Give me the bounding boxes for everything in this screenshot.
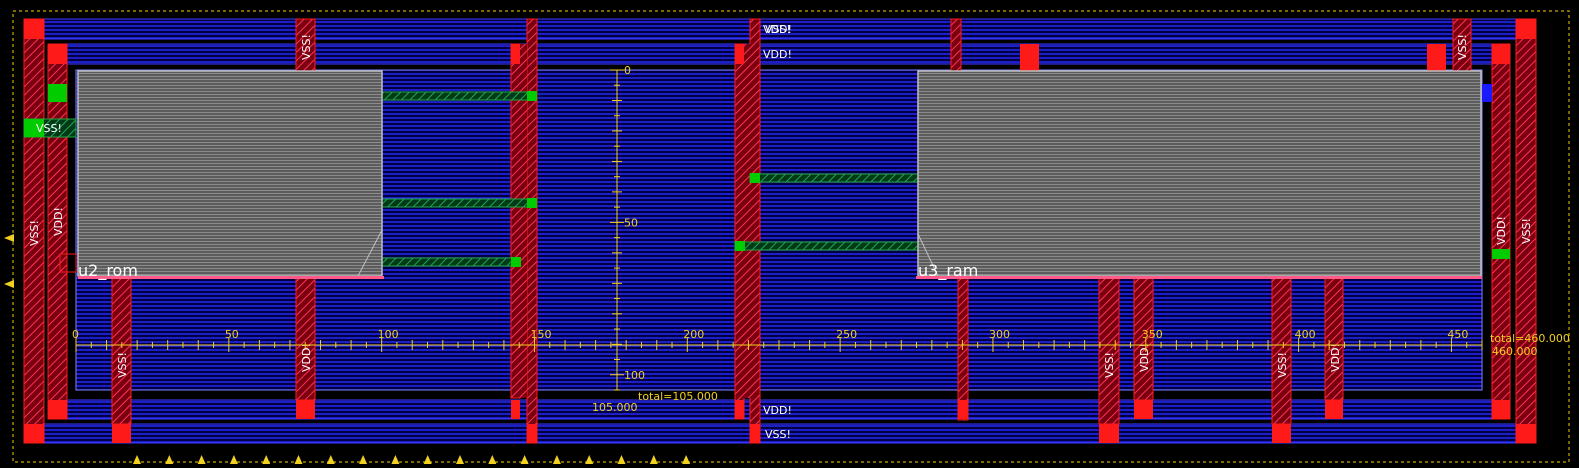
ruler-h-label: 150: [530, 328, 551, 341]
ruler-h-total: total=460.000: [1490, 332, 1570, 345]
bottom-marker: [391, 455, 400, 464]
rail-right-vss-label: VSS!: [1520, 218, 1533, 244]
left-small-box: [59, 253, 77, 273]
bottom-marker: [456, 455, 464, 464]
bottom-marker: [617, 455, 626, 464]
stripe-bottom-label-1: VSS!: [116, 352, 129, 378]
ruler-vertical: 0 50 100 total=105.000 105.000: [592, 64, 718, 414]
bottom-marker: [552, 455, 561, 464]
ruler-horizontal: 0 50 100 150 200 250 300 350 400 450 total=460.00…: [72, 328, 1570, 358]
bottom-marker: [520, 455, 529, 464]
rail-bottom-vdd-label: VDD!: [763, 404, 792, 417]
stripe-bottom-label-4: VDD!: [1138, 343, 1151, 372]
rail-top-vdd-label: VDD!: [763, 48, 792, 61]
left-stub-label: VSS!: [36, 122, 62, 135]
bottom-stripe-pads: [112, 400, 1343, 443]
bottom-marker: [133, 455, 141, 464]
cell-rom[interactable]: [77, 70, 384, 279]
cell-rom-label: u2_rom: [78, 261, 138, 281]
ruler-h-label: 0: [72, 328, 79, 341]
ruler-h-label: 100: [378, 328, 399, 341]
rail-bottom-vss-label: VSS!: [765, 428, 791, 441]
rail-top-vss-label: VSS!: [765, 23, 791, 36]
bottom-marker: [423, 455, 432, 464]
stripe-bottom-label-6: VDD!: [1329, 343, 1342, 372]
stripe-top-label-3: VSS!: [1456, 34, 1469, 60]
ruler-h-label: 300: [989, 328, 1010, 341]
stripe-pads: [511, 44, 760, 443]
corner-pads: [24, 19, 1536, 443]
stripes-full[interactable]: [510, 18, 761, 444]
right-small-box: [1482, 84, 1492, 102]
rail-left-vdd-label: VDD!: [52, 207, 65, 236]
ruler-h-label: 450: [1447, 328, 1468, 341]
cell-ram[interactable]: [916, 70, 1482, 279]
bottom-marker: [682, 455, 691, 464]
ruler-v-label: 100: [624, 369, 645, 382]
bottom-marker: [649, 455, 658, 464]
ruler-v-total: total=105.000: [638, 390, 718, 403]
bottom-marker: [294, 455, 303, 464]
left-via-2: [48, 84, 67, 102]
right-via: [1492, 249, 1510, 259]
ruler-h-end: 460.000: [1492, 345, 1538, 358]
connector-vias: [511, 91, 760, 267]
side-markers: [4, 234, 14, 288]
stripe-bottom-label-2: VDD!: [300, 343, 313, 372]
bottom-marker: [229, 455, 238, 464]
ruler-h-label: 400: [1295, 328, 1316, 341]
bottom-marker: [359, 455, 368, 464]
bottom-marker: [326, 455, 335, 464]
stripe-bottom-label-3: VSS!: [1103, 352, 1116, 378]
ruler-v-label: 50: [624, 216, 638, 229]
bottom-marker: [197, 455, 206, 464]
ruler-h-label: 250: [836, 328, 857, 341]
ruler-v-label: 0: [624, 64, 631, 77]
ruler-h-label: 200: [683, 328, 704, 341]
stripe-top-label-1: VSS!: [300, 34, 313, 60]
ruler-h-label: 50: [225, 328, 239, 341]
rail-left-vss-label: VSS!: [28, 220, 41, 246]
bottom-marker: [585, 455, 594, 464]
bottom-marker: [488, 455, 497, 464]
ruler-h-label: 350: [1142, 328, 1163, 341]
bottom-marker: [165, 455, 174, 464]
stripe-bottom-label-5: VSS!: [1276, 352, 1289, 378]
left-stub-via: [24, 119, 44, 137]
cell-ram-label: u3_ram: [918, 261, 978, 281]
bottom-marker: [262, 455, 271, 464]
rail-right-vdd-label: VDD!: [1495, 216, 1508, 245]
bottom-markers: [133, 455, 691, 464]
stripes-top[interactable]: [295, 18, 1472, 74]
stripe-top-label-2: VDD!: [763, 23, 792, 36]
ruler-v-end: 105.000: [592, 401, 638, 414]
